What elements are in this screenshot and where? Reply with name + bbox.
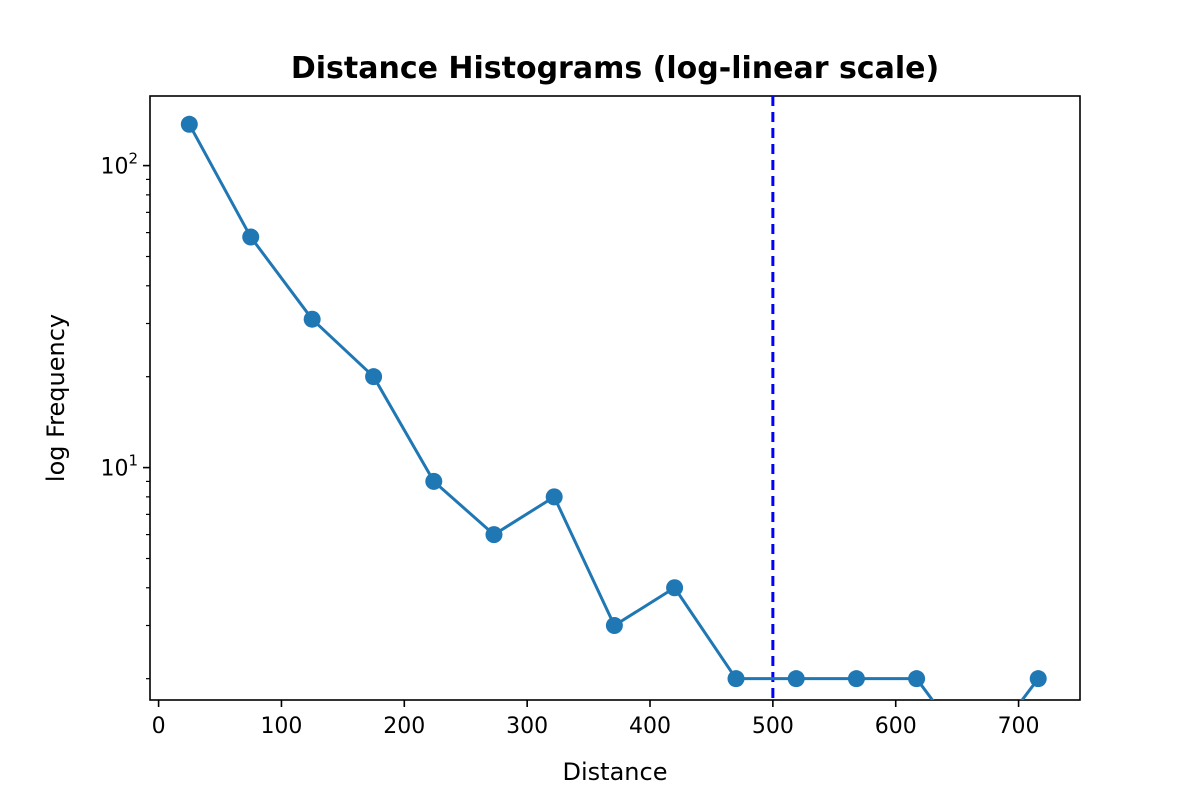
x-tick-label: 400 xyxy=(629,714,671,739)
data-point xyxy=(180,115,198,133)
y-tick-label: 102 xyxy=(100,150,138,180)
x-tick-label: 100 xyxy=(260,714,302,739)
chart-title: Distance Histograms (log-linear scale) xyxy=(291,51,939,86)
x-tick-label: 300 xyxy=(506,714,548,739)
data-point xyxy=(545,488,563,506)
series-segment xyxy=(372,375,436,483)
series-segment xyxy=(673,586,738,681)
series-layer xyxy=(180,115,1047,700)
series-segment xyxy=(187,122,253,239)
x-axis: 0 100 200 300 400 500 600 700 xyxy=(152,700,1040,739)
data-point xyxy=(847,670,865,688)
data-point xyxy=(727,670,745,688)
series-segment xyxy=(552,495,616,628)
x-tick-label: 600 xyxy=(875,714,917,739)
x-tick-label: 0 xyxy=(152,714,166,739)
series xyxy=(180,115,1047,700)
series-segment xyxy=(612,586,677,628)
series-segment xyxy=(915,677,935,700)
x-tick-label: 200 xyxy=(383,714,425,739)
y-axis-label: log Frequency xyxy=(42,314,70,482)
data-point xyxy=(303,310,321,328)
data-point xyxy=(485,526,503,544)
data-point xyxy=(242,228,260,246)
y-tick-label: 101 xyxy=(100,452,138,482)
data-point xyxy=(1029,670,1047,688)
series-segment xyxy=(249,235,314,321)
data-point xyxy=(787,670,805,688)
data-point xyxy=(666,579,684,597)
plot-frame xyxy=(149,95,1081,701)
y-axis: 101 102 xyxy=(100,150,150,680)
x-tick-label: 500 xyxy=(752,714,794,739)
series-segment xyxy=(432,479,496,537)
series-segment xyxy=(492,495,556,537)
data-point xyxy=(365,368,383,386)
data-point xyxy=(908,670,926,688)
data-point xyxy=(605,617,623,635)
data-point xyxy=(425,472,443,490)
x-tick-label: 700 xyxy=(998,714,1040,739)
x-axis-label: Distance xyxy=(563,758,668,786)
series-segment xyxy=(310,317,376,379)
series-segment xyxy=(1020,677,1040,700)
